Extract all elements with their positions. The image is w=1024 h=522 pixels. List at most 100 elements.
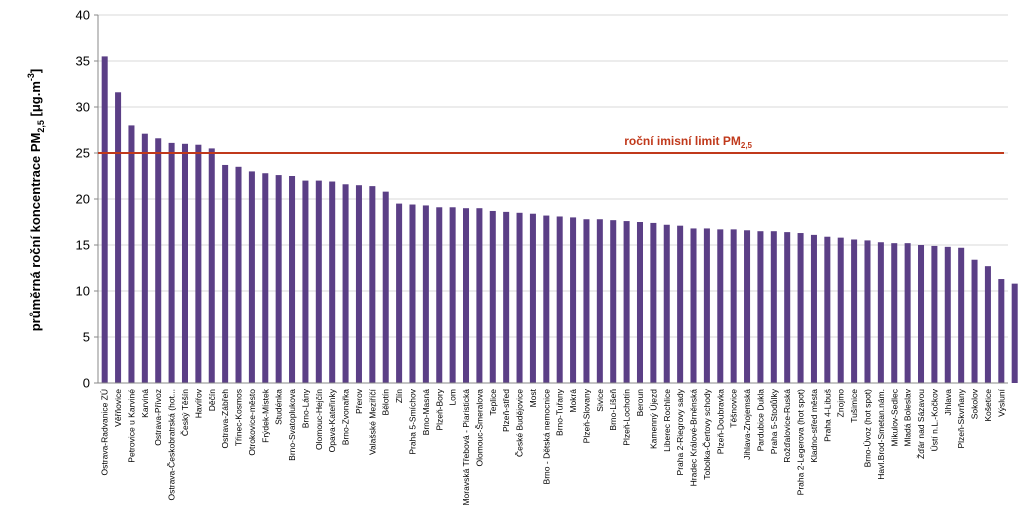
x-tick-label: Plzeň-Slovany <box>581 388 591 443</box>
x-tick-label: Moravská Třebová - Piaristická <box>461 389 471 506</box>
bar <box>516 212 523 383</box>
x-tick-label: Brno-Masná <box>421 389 431 436</box>
x-tick-label: Jihlava <box>943 389 953 416</box>
x-tick-label: Beroun <box>635 389 645 417</box>
bar <box>543 215 550 383</box>
x-tick-label: Praha 4-Libuš <box>822 389 832 442</box>
bar <box>289 176 296 383</box>
bar <box>315 180 322 383</box>
y-tick-label: 40 <box>76 8 90 23</box>
x-tick-label: Ústí n.L.-Kočkov <box>929 388 939 451</box>
bar <box>355 185 362 383</box>
bar <box>181 143 188 383</box>
bar <box>864 240 871 383</box>
bar <box>342 184 349 383</box>
x-tick-label: Studénka <box>274 389 284 425</box>
x-tick-label: Opava-Kateřinky <box>327 388 337 452</box>
bar <box>101 56 108 384</box>
bar <box>422 205 429 383</box>
bar <box>115 92 122 383</box>
bar <box>770 231 777 383</box>
bar <box>262 173 269 383</box>
x-tick-label: Sivice <box>595 389 605 412</box>
bar <box>409 204 416 383</box>
x-tick-label: České Budějovice <box>515 389 525 457</box>
bar <box>1011 283 1018 383</box>
bar <box>382 191 389 383</box>
bar <box>195 144 202 383</box>
x-tick-label: Kamenný Újezd <box>648 389 658 449</box>
x-tick-label: Brno-Úvoz (hot spot) <box>862 389 872 468</box>
x-tick-label: Brno-Lány <box>300 388 310 428</box>
limit-line-label: roční imisní limit PM2,5 <box>624 134 752 150</box>
x-tick-label: Plzeň-Skvrňany <box>956 388 966 448</box>
bar <box>824 236 831 383</box>
x-tick-label: Plzeň-Lochotín <box>622 389 632 446</box>
bar <box>717 229 724 383</box>
x-tick-label: Pardubice Dukla <box>755 389 765 452</box>
x-tick-label: Výsluní <box>996 388 1006 417</box>
bar <box>168 142 175 383</box>
x-tick-label: Brno-Svatoplukova <box>287 389 297 461</box>
bar <box>650 222 657 383</box>
x-tick-label: Bělotín <box>381 389 391 416</box>
x-tick-label: Karviná <box>140 389 150 418</box>
bar <box>141 133 148 383</box>
x-axis: Ostrava-Radvanice ZÚ Věřňovice Petrovice u… <box>98 382 1008 506</box>
bar <box>984 266 991 383</box>
bar <box>931 245 938 383</box>
bar <box>503 211 510 383</box>
x-tick-label: Valašské Meziříčí <box>367 388 377 455</box>
y-tick-label: 5 <box>83 330 90 345</box>
y-tick-label: 35 <box>76 54 90 69</box>
bar <box>730 229 737 383</box>
bar <box>663 224 670 383</box>
x-tick-label: Znojmo <box>836 389 846 418</box>
bar <box>329 181 336 383</box>
bar <box>703 228 710 383</box>
x-tick-label: Teplice <box>488 389 498 416</box>
bar <box>784 232 791 383</box>
x-tick-label: Přerov <box>354 388 364 414</box>
bar <box>877 242 884 383</box>
x-tick-label: Věřňovice <box>113 389 123 427</box>
bar <box>248 171 255 383</box>
bar <box>556 216 563 383</box>
x-tick-label: Český Těšín <box>180 389 190 436</box>
bar <box>222 164 229 383</box>
x-tick-label: Ostrava-Českobratrská (hot... <box>167 389 177 500</box>
bar <box>436 207 443 383</box>
x-tick-label: Praha 5-Smíchov <box>407 388 417 454</box>
x-tick-label: Žďár nad Sázavou <box>916 389 926 459</box>
bar <box>489 210 496 383</box>
x-tick-label: Liberec Rochlice <box>662 389 672 452</box>
bar <box>302 180 309 383</box>
x-tick-label: Sokolov <box>970 388 980 419</box>
x-tick-label: Praha 2-Legerova (hot spot) <box>796 389 806 495</box>
x-tick-label: Ostrava-Zábřeh <box>220 389 230 449</box>
bar <box>583 219 590 383</box>
bar <box>476 208 483 383</box>
x-tick-label: Brno-Líšeň <box>608 389 618 431</box>
x-tick-label: Tušimice <box>849 389 859 423</box>
bar <box>744 230 751 383</box>
bar <box>235 166 242 383</box>
bar <box>690 228 697 383</box>
bar <box>449 207 456 383</box>
y-tick-label: 30 <box>76 100 90 115</box>
x-tick-label: Praha 5-Stodůlky <box>769 388 779 454</box>
x-tick-label: Otrokovice-město <box>247 389 257 456</box>
x-tick-label: Most <box>528 388 538 407</box>
x-tick-label: Rožďalovice-Ruská <box>782 389 792 463</box>
bar <box>155 138 162 383</box>
bar <box>128 125 135 384</box>
bar <box>998 279 1005 383</box>
x-tick-label: Mikulov-Sedlec <box>889 388 899 446</box>
x-tick-label: Petrovice u Karviné <box>126 389 136 463</box>
y-axis: 0 5 10 15 20 25 30 35 40 <box>76 8 99 391</box>
x-tick-label: Jihlava-Znojemská <box>742 389 752 460</box>
bar <box>463 208 470 383</box>
bar <box>529 213 536 383</box>
bar <box>810 234 817 383</box>
